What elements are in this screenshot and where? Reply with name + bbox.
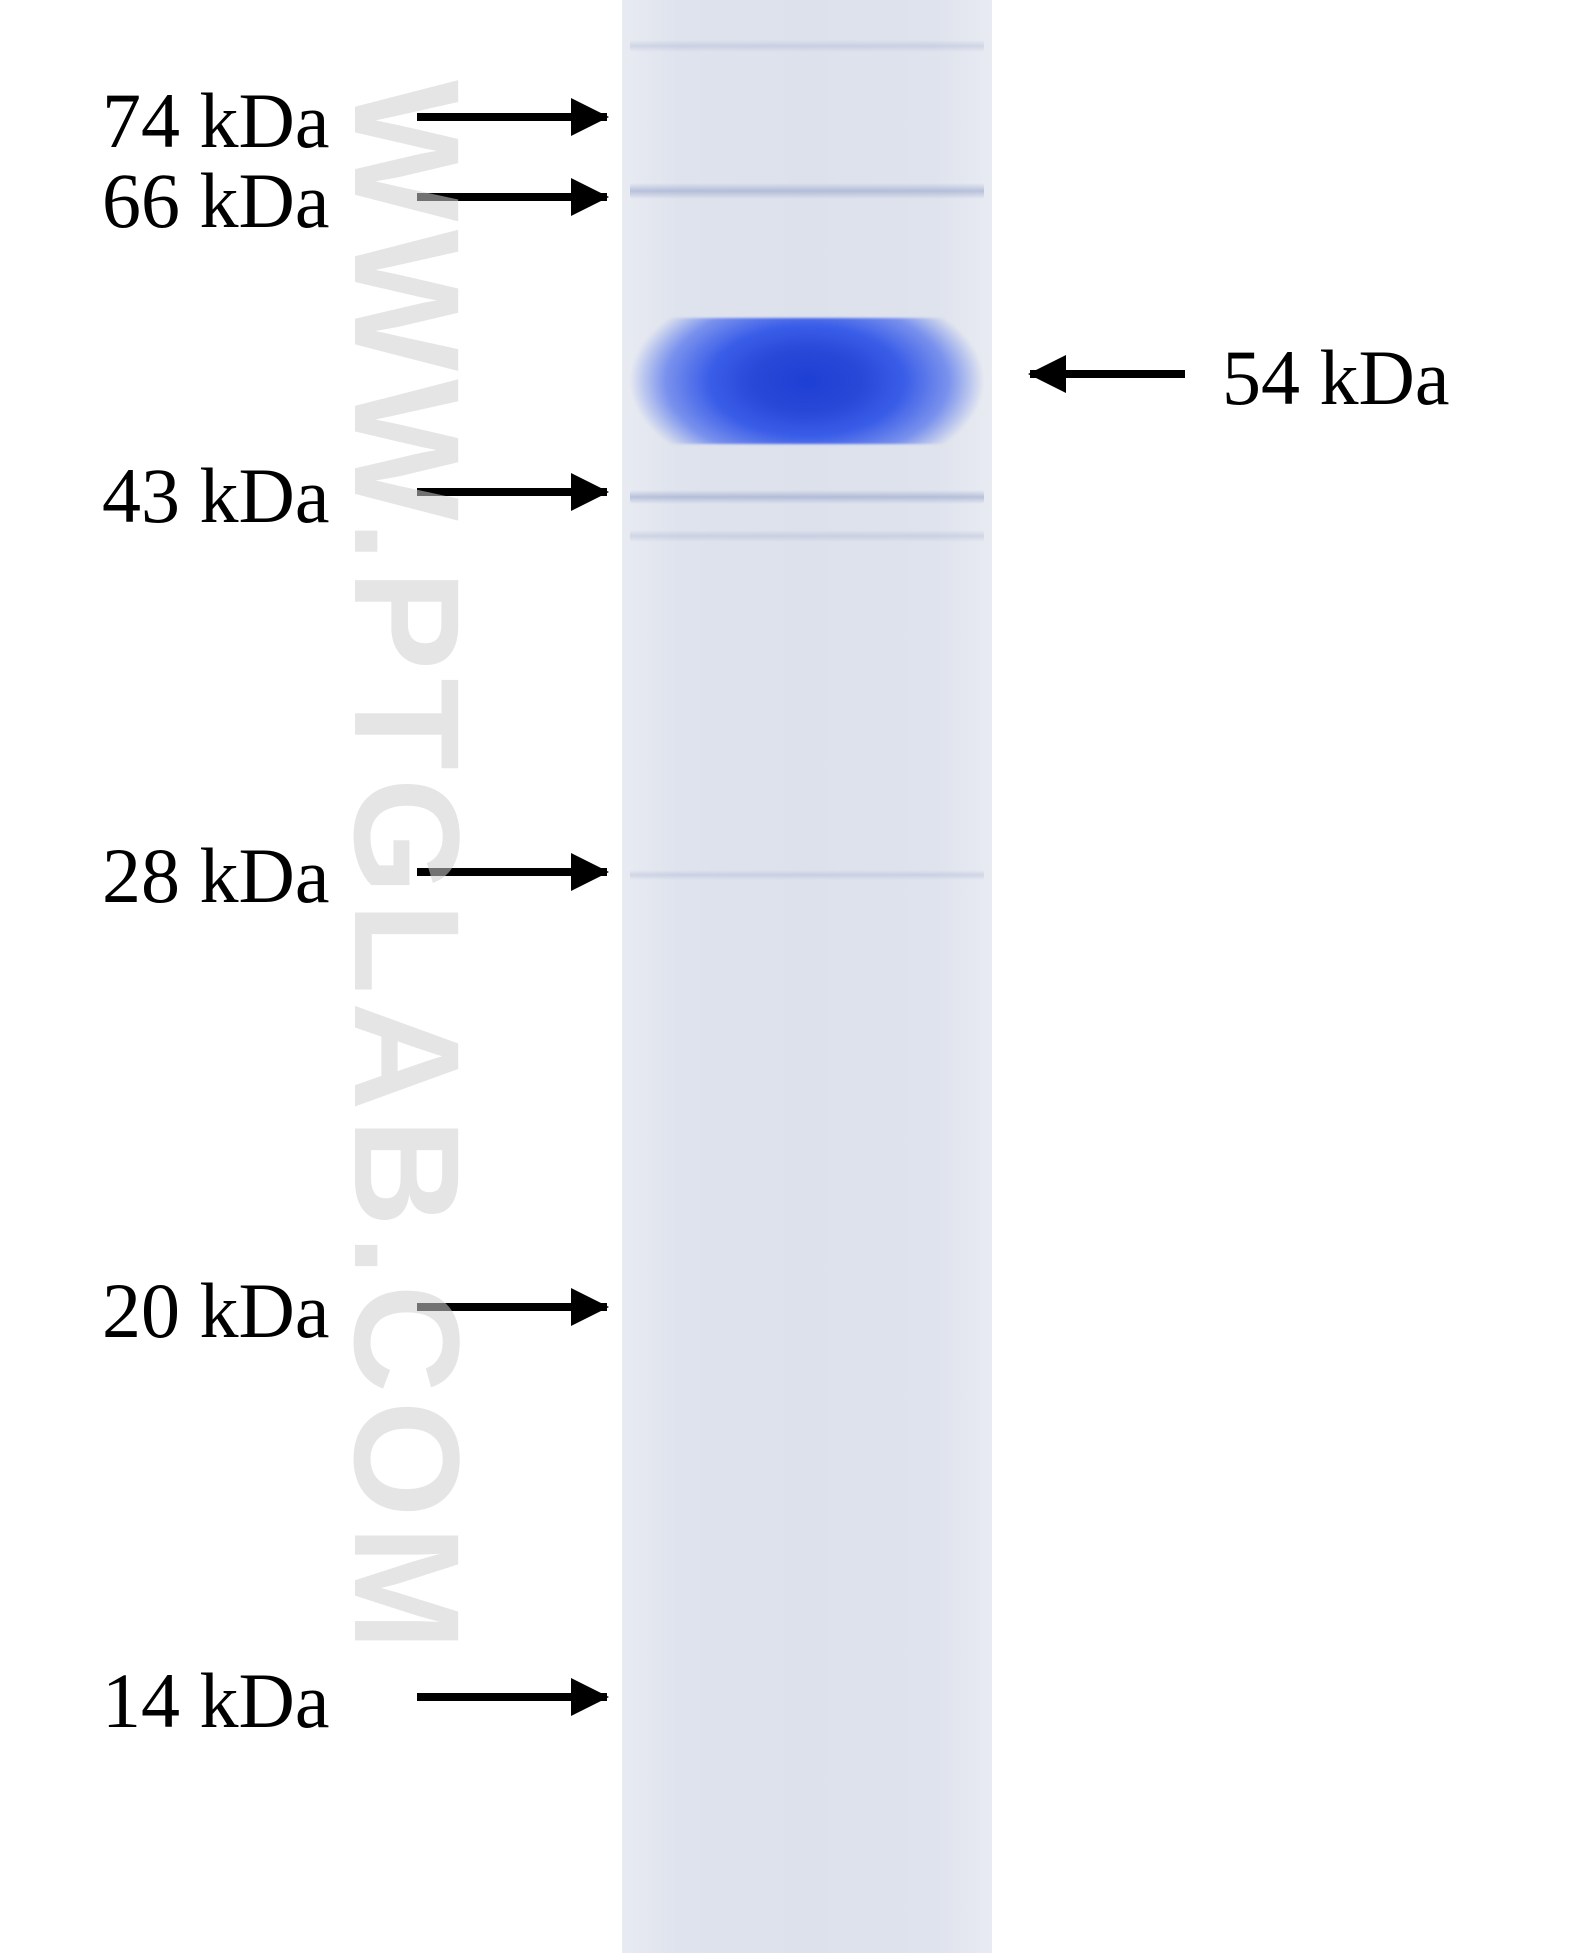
gel-band <box>630 870 984 880</box>
arrow-icon <box>417 868 607 876</box>
marker-label-28kda: 28 kDa <box>102 831 329 921</box>
gel-band <box>630 530 984 542</box>
gel-band-main <box>630 318 984 444</box>
arrow-icon <box>417 1693 607 1701</box>
marker-label-20kda: 20 kDa <box>102 1266 329 1356</box>
marker-label-66kda: 66 kDa <box>102 156 329 246</box>
arrow-icon <box>1030 370 1185 378</box>
gel-lane <box>622 0 992 1953</box>
gel-band <box>630 40 984 52</box>
gel-band <box>630 490 984 504</box>
arrow-icon <box>417 488 607 496</box>
gel-band <box>630 183 984 199</box>
marker-label-43kda: 43 kDa <box>102 451 329 541</box>
arrow-icon <box>417 1303 607 1311</box>
result-label-54kda: 54 kDa <box>1222 333 1449 423</box>
arrow-icon <box>417 113 607 121</box>
marker-label-14kda: 14 kDa <box>102 1656 329 1746</box>
arrow-icon <box>417 193 607 201</box>
marker-label-74kda: 74 kDa <box>102 76 329 166</box>
